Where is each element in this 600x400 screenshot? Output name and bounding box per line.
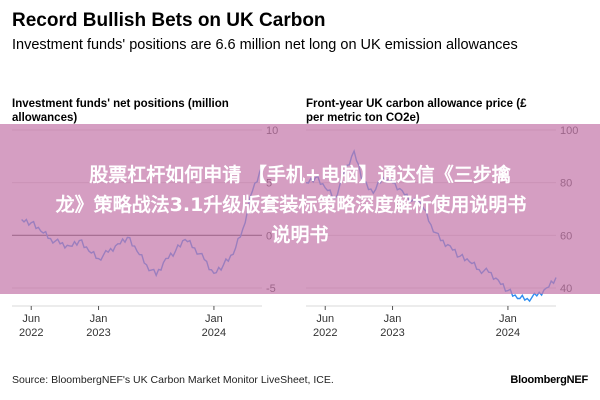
right-panel-title-line1: Front-year UK carbon allowance price (£ (306, 98, 527, 110)
x-tick-label-year: 2023 (86, 327, 110, 339)
x-tick-label-year: 2024 (202, 327, 226, 339)
watermark-overlay (0, 124, 600, 294)
x-tick-label-year: 2023 (380, 327, 404, 339)
source-note: Source: BloombergNEF's UK Carbon Market … (12, 374, 334, 386)
left-panel-title-line2: allowances) (12, 112, 77, 124)
x-tick-label-month: Jan (205, 313, 223, 325)
x-tick-label-month: Jun (22, 313, 40, 325)
x-tick-label-year: 2022 (19, 327, 43, 339)
x-tick-label-year: 2022 (313, 327, 337, 339)
brand-logo: BloombergNEF (510, 374, 588, 386)
x-tick-label-month: Jun (316, 313, 334, 325)
watermark-line-1: 股票杠杆如何申请 【手机+电脑】通达信《三步擒 (89, 164, 511, 186)
watermark-line-3: 说明书 (271, 224, 329, 246)
x-tick-label-year: 2024 (496, 327, 520, 339)
x-tick-label-month: Jan (90, 313, 108, 325)
chart-title: Record Bullish Bets on UK Carbon (12, 10, 326, 31)
x-tick-label-month: Jan (499, 313, 517, 325)
chart-subtitle: Investment funds' positions are 6.6 mill… (12, 37, 518, 53)
watermark-text: 股票杠杆如何申请 【手机+电脑】通达信《三步擒 龙》策略战法3.1升级版套装标策… (0, 160, 600, 250)
x-tick-label-month: Jan (384, 313, 402, 325)
watermark-line-2: 龙》策略战法3.1升级版套装标策略深度解析使用说明书 (55, 194, 527, 216)
right-panel-title-line2: per metric ton CO2e) (306, 112, 420, 124)
left-panel-title-line1: Investment funds' net positions (million (12, 98, 229, 110)
